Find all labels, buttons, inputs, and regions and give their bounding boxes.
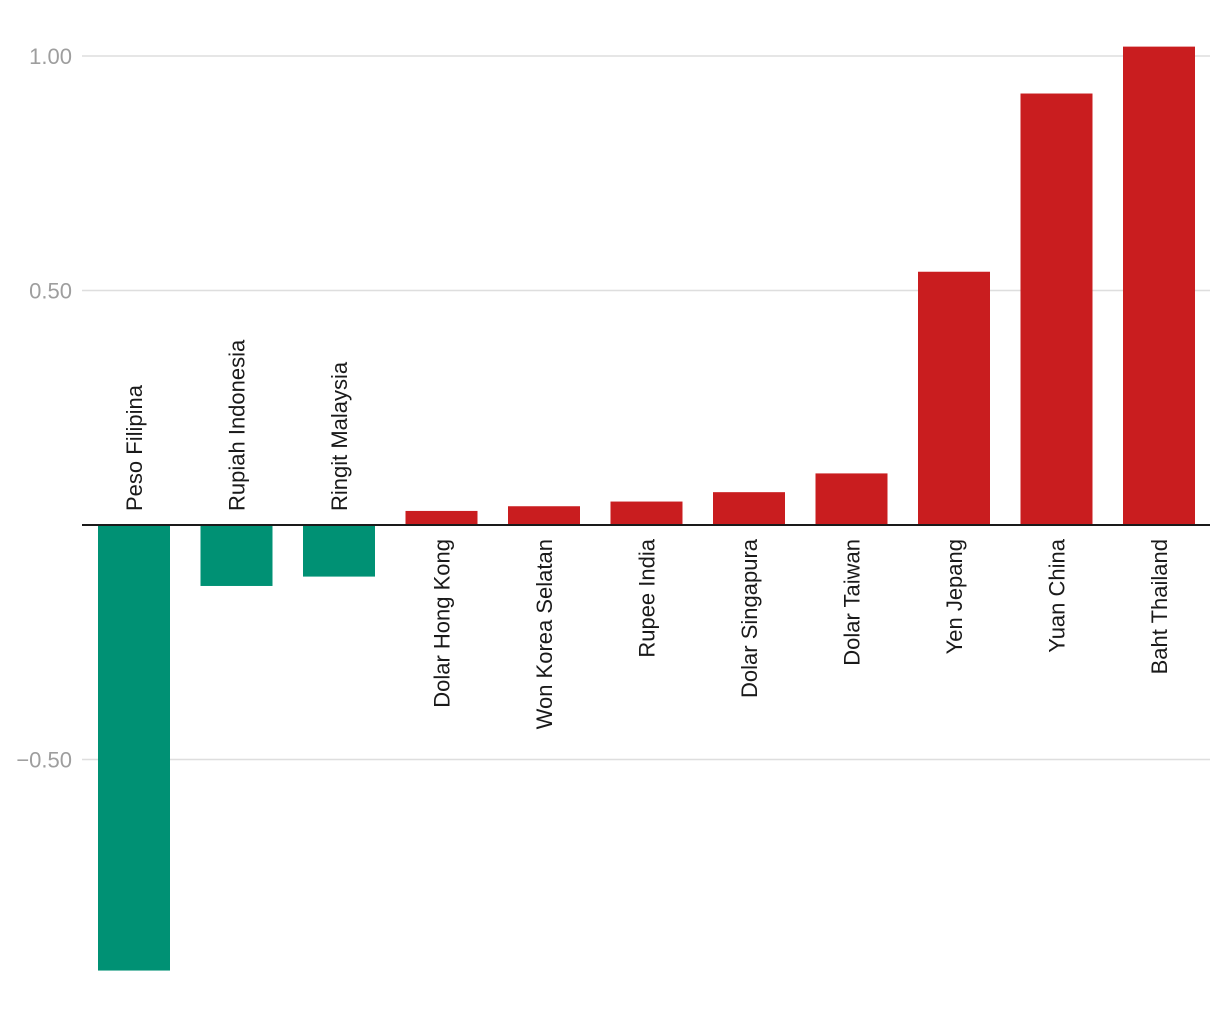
category-labels: Peso Filipina Rupiah Indonesia Ringit Mala… bbox=[122, 339, 1172, 729]
bars bbox=[98, 46, 1195, 971]
y-axis-ticks: 1.00 0.50 −0.50 bbox=[16, 44, 72, 773]
category-label: Dolar Singapura bbox=[737, 538, 762, 698]
category-label: Ringit Malaysia bbox=[327, 361, 352, 511]
bar bbox=[405, 510, 478, 525]
bar bbox=[815, 473, 888, 525]
category-label: Dolar Hong Kong bbox=[430, 539, 455, 708]
category-label: Baht Thailand bbox=[1147, 539, 1172, 674]
bar bbox=[610, 501, 683, 525]
category-label: Rupee India bbox=[635, 538, 660, 657]
category-label: Yen Jepang bbox=[942, 539, 967, 654]
category-label: Rupiah Indonesia bbox=[225, 339, 250, 511]
bar bbox=[508, 506, 580, 525]
category-label: Yuan China bbox=[1045, 538, 1070, 653]
bar bbox=[918, 271, 990, 525]
y-tick-label: 0.50 bbox=[29, 279, 72, 304]
bar bbox=[1020, 93, 1093, 526]
category-label: Won Korea Selatan bbox=[532, 539, 557, 729]
bar bbox=[98, 525, 170, 971]
y-tick-label: −0.50 bbox=[16, 748, 72, 773]
bar bbox=[1123, 46, 1195, 526]
bar bbox=[713, 492, 785, 525]
y-tick-label: 1.00 bbox=[29, 44, 72, 69]
category-label: Dolar Taiwan bbox=[840, 539, 865, 666]
bar bbox=[303, 525, 375, 577]
category-label: Peso Filipina bbox=[122, 384, 147, 511]
bar bbox=[200, 525, 273, 586]
